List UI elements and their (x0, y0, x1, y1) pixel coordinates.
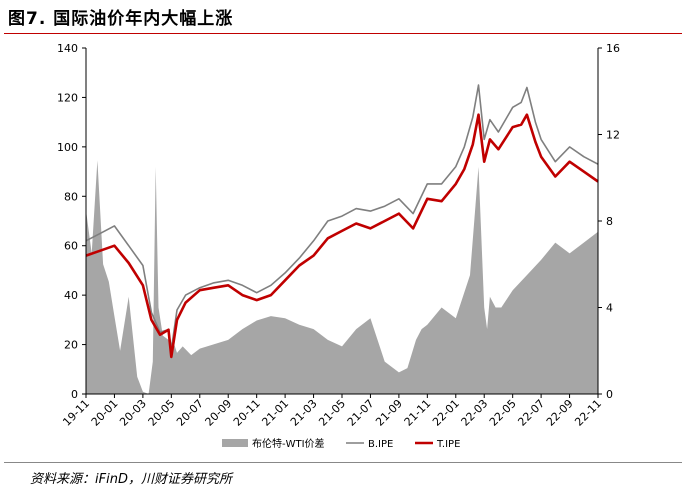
spread-area-layer (86, 160, 598, 394)
x-axis-tick-label: 22-01 (430, 397, 462, 429)
x-axis-tick-label: 20-05 (146, 397, 178, 429)
x-axis-tick-label: 20-09 (203, 397, 235, 429)
left-axis-tick-label: 40 (64, 289, 78, 302)
x-axis-tick-label: 21-03 (288, 397, 320, 429)
left-axis-tick-label: 120 (57, 91, 78, 104)
x-axis-tick-label: 22-07 (515, 397, 547, 429)
source-divider (4, 462, 682, 463)
x-axis-tick-label: 20-11 (231, 397, 263, 429)
source-note: 资料来源：iFinD，川财证券研究所 (30, 472, 232, 487)
x-axis-tick-label: 22-05 (487, 397, 519, 429)
x-axis-tick-label: 20-01 (89, 397, 121, 429)
price-lines-layer (85, 84, 599, 359)
legend-label: 布伦特-WTI价差 (252, 437, 325, 450)
x-axis-tick-label: 22-03 (459, 397, 491, 429)
legend-swatch-spread (222, 439, 248, 447)
right-axis-tick-label: 16 (606, 42, 620, 55)
right-axis-tick-label: 4 (606, 302, 613, 315)
right-axis-tick-label: 8 (606, 215, 613, 228)
x-axis-tick-label: 20-07 (174, 397, 206, 429)
x-axis-tick-label: 21-05 (316, 397, 348, 429)
x-axis-tick-label: 21-01 (259, 397, 291, 429)
left-axis-tick-label: 20 (64, 339, 78, 352)
legend-label: T.IPE (436, 439, 460, 450)
series-line-tipe (85, 113, 599, 359)
x-axis-tick-label: 22-09 (544, 397, 576, 429)
right-axis-tick-label: 0 (606, 388, 613, 401)
series-area-spread (86, 160, 598, 394)
title-divider (4, 33, 682, 34)
x-axis-tick-label: 21-07 (345, 397, 377, 429)
x-axis-tick-label: 20-03 (117, 397, 149, 429)
legend: 布伦特-WTI价差 B.IPE T.IPE (222, 437, 460, 450)
x-axis-tick-label: 22-11 (572, 397, 604, 429)
right-axis-tick-label: 12 (606, 129, 620, 142)
x-axis-tick-label: 21-11 (402, 397, 434, 429)
left-axis-tick-label: 80 (64, 190, 78, 203)
left-axis-tick-label: 100 (57, 141, 78, 154)
left-axis-tick-label: 0 (71, 388, 78, 401)
figure-title: 图7. 国际油价年内大幅上涨 (8, 9, 234, 29)
legend-label: B.IPE (368, 439, 393, 450)
x-axis-tick-label: 21-09 (373, 397, 405, 429)
left-axis-tick-label: 60 (64, 240, 78, 253)
left-axis-tick-label: 140 (57, 42, 78, 55)
x-axis-tick-label: 19-11 (60, 397, 92, 429)
